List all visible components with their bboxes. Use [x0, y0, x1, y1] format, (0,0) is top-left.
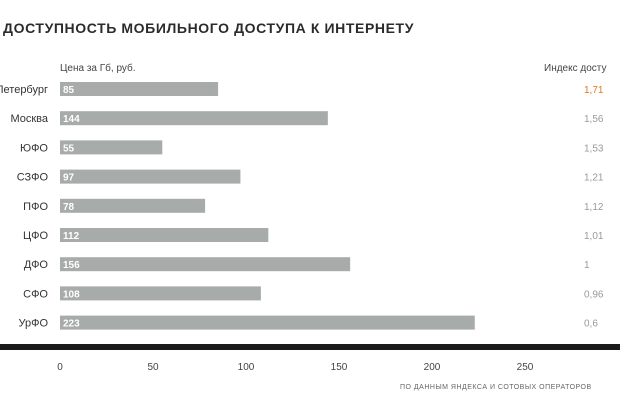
x-tick-label: 200	[424, 362, 441, 373]
category-label: СФО	[23, 288, 48, 300]
x-tick-label: 250	[517, 362, 534, 373]
index-value: 1,12	[584, 202, 604, 213]
index-value: 1,56	[584, 114, 604, 125]
category-label: ПФО	[23, 201, 48, 213]
x-tick-label: 150	[331, 362, 348, 373]
index-value: 0,96	[584, 289, 604, 300]
bar-value-label: 85	[63, 85, 75, 96]
index-value: 1,21	[584, 173, 604, 184]
bar	[60, 111, 328, 126]
price-column-header: Цена за Гб, руб.	[60, 63, 136, 74]
category-label: Москва	[10, 113, 48, 125]
bar-value-label: 55	[63, 143, 75, 154]
bar-value-label: 97	[63, 173, 75, 184]
x-tick-label: 50	[147, 362, 159, 373]
bar	[60, 315, 475, 330]
bar-value-label: 144	[63, 114, 80, 125]
source-note: ПО ДАННЫМ ЯНДЕКСА И СОТОВЫХ ОПЕРАТОРОВ	[400, 384, 592, 391]
bar-value-label: 112	[63, 231, 80, 242]
index-value: 1	[584, 260, 590, 271]
bar	[60, 169, 241, 184]
index-value: 1,53	[584, 143, 604, 154]
bar	[60, 228, 269, 242]
category-label: СЗФО	[17, 172, 49, 184]
bar	[60, 140, 163, 155]
bar	[60, 257, 351, 272]
category-label: Петербург	[0, 84, 48, 96]
category-label: ДФО	[24, 259, 49, 271]
index-value: 1,01	[584, 231, 604, 242]
chart-title: ДОСТУПНОСТЬ МОБИЛЬНОГО ДОСТУПА К ИНТЕРНЕ…	[3, 20, 414, 36]
category-label: ЦФО	[23, 230, 49, 242]
x-axis-line	[0, 344, 620, 350]
index-column-header: Индекс досту	[544, 63, 607, 74]
index-value: 1,71	[584, 85, 604, 96]
index-value: 0,6	[584, 319, 598, 330]
bar	[60, 82, 219, 96]
x-tick-label: 100	[238, 362, 255, 373]
bar-value-label: 156	[63, 260, 80, 271]
category-label: ЮФО	[20, 142, 48, 154]
bar	[60, 286, 261, 301]
bar	[60, 198, 206, 213]
bar-value-label: 108	[63, 289, 80, 300]
bar-value-label: 78	[63, 202, 75, 213]
bar-value-label: 223	[63, 319, 80, 330]
x-tick-label: 0	[57, 362, 63, 373]
category-label: УрФО	[18, 318, 48, 330]
